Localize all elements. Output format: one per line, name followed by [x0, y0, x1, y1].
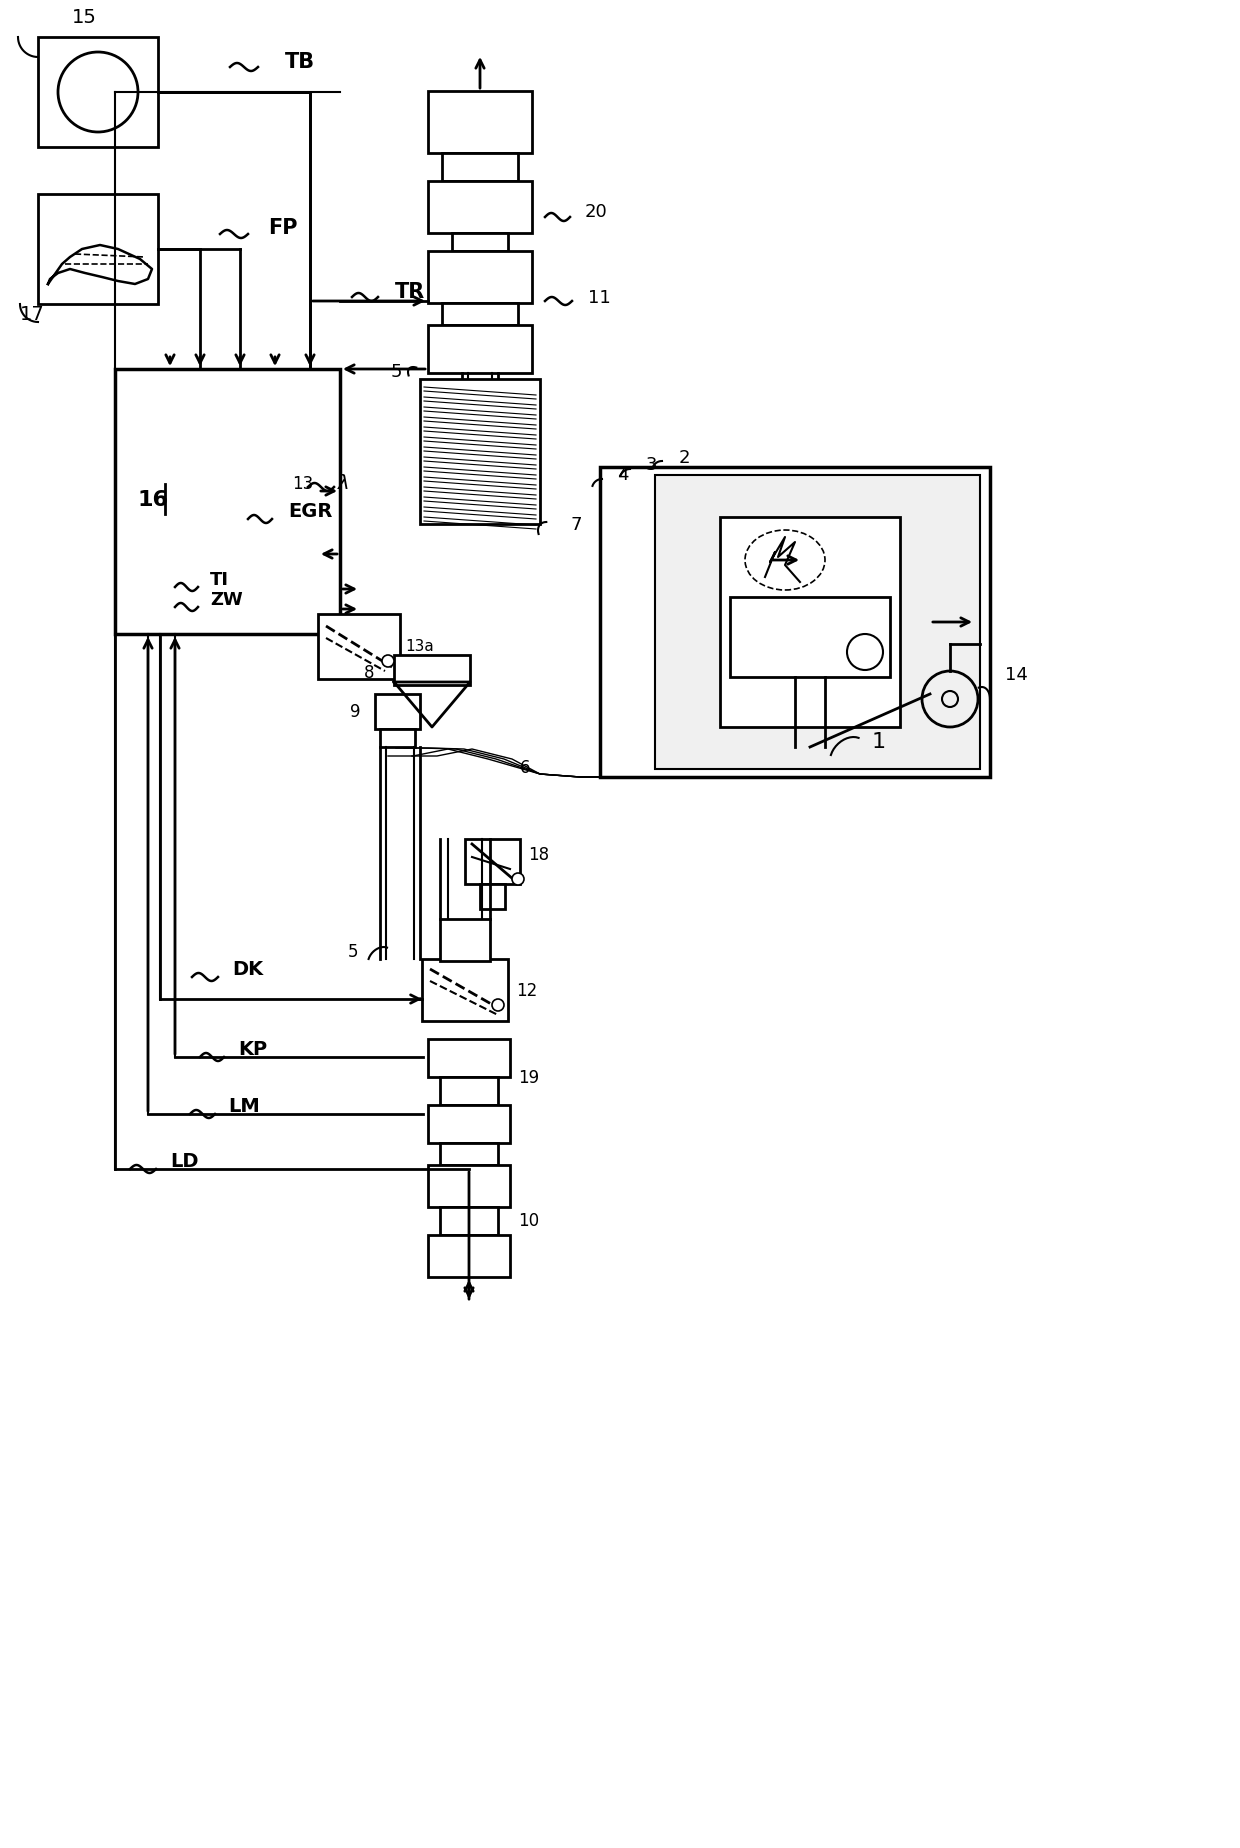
Text: DK: DK — [232, 959, 263, 979]
Text: 16: 16 — [136, 490, 167, 510]
Bar — [453, 235, 508, 251]
Text: 11: 11 — [588, 288, 611, 307]
Circle shape — [492, 1000, 503, 1011]
Text: 3: 3 — [645, 456, 657, 473]
Bar — [428, 1166, 510, 1207]
Text: 9: 9 — [350, 702, 360, 721]
Bar — [38, 39, 157, 148]
Bar — [428, 181, 532, 235]
Text: 5: 5 — [391, 362, 402, 381]
Bar — [428, 251, 532, 303]
Bar — [440, 920, 490, 961]
Text: ZW: ZW — [210, 591, 243, 608]
Text: λ: λ — [339, 475, 350, 493]
Bar — [374, 695, 420, 730]
Text: 4: 4 — [618, 466, 629, 484]
Bar — [465, 839, 520, 885]
Bar — [440, 1207, 498, 1234]
Bar — [441, 153, 518, 181]
Bar — [428, 1234, 510, 1277]
Text: 7: 7 — [570, 516, 582, 534]
Text: 17: 17 — [20, 305, 45, 325]
Bar — [440, 1077, 498, 1105]
Bar — [422, 959, 508, 1022]
Text: TI: TI — [210, 571, 229, 590]
Text: LM: LM — [228, 1098, 259, 1116]
Bar — [480, 885, 505, 909]
Text: 1: 1 — [872, 732, 887, 752]
Text: 12: 12 — [516, 981, 537, 1000]
Bar — [440, 1144, 498, 1166]
Bar — [420, 381, 539, 525]
Bar — [600, 468, 990, 778]
Text: TR: TR — [396, 283, 425, 301]
Bar — [428, 325, 532, 373]
Text: 8: 8 — [363, 663, 374, 682]
Text: EGR: EGR — [288, 503, 332, 521]
Text: LD: LD — [170, 1151, 198, 1172]
Text: 6: 6 — [520, 758, 531, 776]
Circle shape — [382, 656, 394, 667]
Text: KP: KP — [238, 1040, 267, 1059]
Text: 14: 14 — [1004, 665, 1028, 684]
Bar — [394, 656, 470, 686]
Text: 5: 5 — [347, 942, 358, 961]
Bar — [428, 1039, 510, 1077]
Text: 2: 2 — [678, 449, 689, 468]
Text: 19: 19 — [518, 1068, 539, 1087]
Text: 20: 20 — [585, 203, 608, 222]
Bar — [441, 303, 518, 325]
Bar — [720, 517, 900, 728]
Bar — [115, 370, 340, 634]
Bar — [730, 597, 890, 678]
Text: 15: 15 — [72, 9, 97, 28]
Bar — [38, 194, 157, 305]
Circle shape — [512, 874, 525, 885]
Text: FP: FP — [268, 218, 298, 238]
Bar — [428, 1105, 510, 1144]
Bar — [428, 92, 532, 153]
Bar — [317, 615, 401, 680]
Text: 10: 10 — [518, 1210, 539, 1229]
Text: TB: TB — [285, 52, 315, 72]
Text: 18: 18 — [528, 846, 549, 863]
Text: 13: 13 — [291, 475, 314, 493]
Text: 13a: 13a — [405, 639, 434, 654]
Bar — [379, 730, 415, 748]
Bar — [655, 475, 980, 769]
